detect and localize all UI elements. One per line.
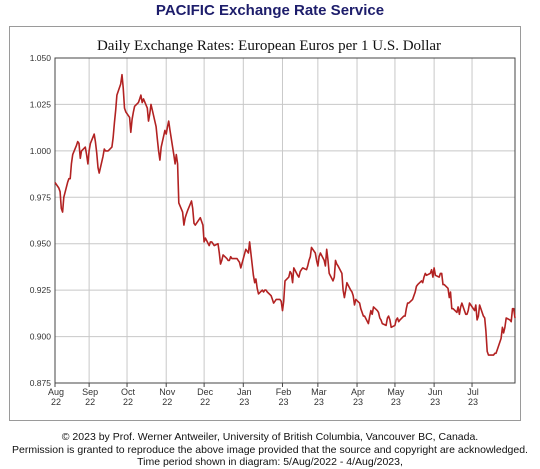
x-tick-label-year: 23 (239, 397, 249, 407)
y-tick-label: 1.000 (30, 146, 52, 156)
x-tick-label-year: 23 (430, 397, 440, 407)
x-tick-label-year: 23 (353, 397, 363, 407)
footer-time-period: Time period shown in diagram: 5/Aug/2022… (137, 456, 403, 468)
y-tick-labels: 1.050 1.025 1.000 0.975 0.950 0.925 0.900 0.875 (30, 53, 52, 388)
series-line-eur-per-usd (54, 73, 516, 356)
exchange-rate-chart: Daily Exchange Rates: European Euros per… (30, 38, 516, 407)
y-tick-label: 0.900 (30, 332, 52, 342)
x-tick-label-year: 22 (51, 397, 61, 407)
x-tick-label-year: 23 (314, 397, 324, 407)
x-tick-label-month: Dec (197, 387, 214, 397)
footer-permission: Permission is granted to reproduce the a… (12, 443, 528, 456)
x-tick-label-month: May (387, 387, 405, 397)
x-tick-label-month: Nov (159, 387, 176, 397)
y-tick-label: 0.975 (30, 192, 52, 202)
y-tick-label: 0.950 (30, 239, 52, 249)
x-tick-label-month: Mar (311, 387, 327, 397)
y-tick-label: 1.025 (30, 99, 52, 109)
footer: © 2023 by Prof. Werner Antweiler, Univer… (0, 431, 540, 469)
x-tick-label-month: Jun (428, 387, 443, 397)
footer-copyright: © 2023 by Prof. Werner Antweiler, Univer… (61, 431, 479, 443)
x-tick-label-month: Apr (351, 387, 365, 397)
x-tick-label-year: 23 (278, 397, 288, 407)
x-tick-label-month: Sep (82, 387, 98, 397)
x-tick-label-year: 23 (391, 397, 401, 407)
x-tick-label-month: Jul (467, 387, 479, 397)
x-tick-label-year: 22 (200, 397, 210, 407)
y-tick-label: 0.875 (30, 378, 52, 388)
x-tick-label-year: 22 (85, 397, 95, 407)
x-tick-label-month: Feb (276, 387, 292, 397)
x-tick-label-year: 22 (123, 397, 133, 407)
chart-title: Daily Exchange Rates: European Euros per… (97, 38, 441, 54)
y-tick-label: 1.050 (30, 53, 52, 63)
x-tick-label-month: Oct (121, 387, 136, 397)
service-title: PACIFIC Exchange Rate Service (155, 2, 385, 19)
x-tick-label-year: 22 (162, 397, 172, 407)
x-tick-labels: Aug22Sep22Oct22Nov22Dec22Jan23Feb23Mar23… (48, 383, 479, 407)
plot-area (54, 57, 516, 384)
y-tick-label: 0.925 (30, 285, 52, 295)
x-tick-label-year: 23 (468, 397, 478, 407)
chart-frame: Daily Exchange Rates: European Euros per… (9, 26, 521, 421)
x-tick-label-month: Jan (237, 387, 252, 397)
x-tick-label-month: Aug (48, 387, 64, 397)
